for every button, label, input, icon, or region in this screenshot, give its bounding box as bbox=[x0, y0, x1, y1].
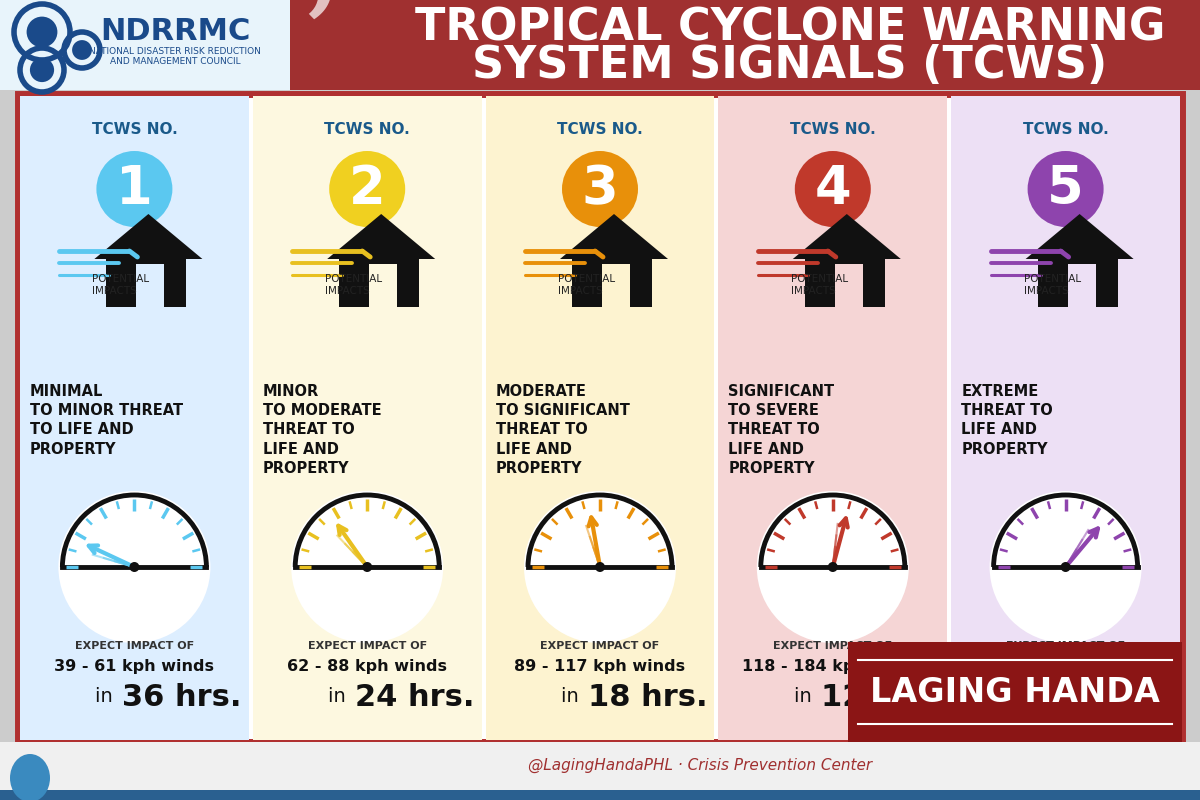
Text: TCWS NO.: TCWS NO. bbox=[790, 122, 876, 137]
Circle shape bbox=[1061, 562, 1070, 572]
Text: MINOR
TO MODERATE
THREAT TO
LIFE AND
PROPERTY: MINOR TO MODERATE THREAT TO LIFE AND PRO… bbox=[263, 384, 382, 476]
FancyBboxPatch shape bbox=[0, 742, 1200, 800]
Circle shape bbox=[26, 17, 58, 47]
Text: 4: 4 bbox=[815, 163, 851, 215]
Circle shape bbox=[828, 562, 838, 572]
Polygon shape bbox=[805, 259, 884, 307]
Text: MINIMAL
TO MINOR THREAT
TO LIFE AND
PROPERTY: MINIMAL TO MINOR THREAT TO LIFE AND PROP… bbox=[30, 384, 184, 457]
Text: 2: 2 bbox=[349, 163, 385, 215]
Text: SYSTEM SIGNALS (TCWS): SYSTEM SIGNALS (TCWS) bbox=[473, 43, 1108, 86]
Circle shape bbox=[794, 151, 871, 227]
Circle shape bbox=[30, 58, 54, 82]
Text: @LagingHandaPHL · Crisis Prevention Center: @LagingHandaPHL · Crisis Prevention Cent… bbox=[528, 758, 872, 773]
Polygon shape bbox=[107, 259, 186, 307]
Text: TCWS NO.: TCWS NO. bbox=[557, 122, 643, 137]
Polygon shape bbox=[1026, 214, 1134, 259]
Text: EXPECT IMPACT OF: EXPECT IMPACT OF bbox=[307, 641, 427, 651]
FancyBboxPatch shape bbox=[952, 96, 1180, 740]
Text: TCWS NO.: TCWS NO. bbox=[91, 122, 178, 137]
Text: 62 - 88 kph winds: 62 - 88 kph winds bbox=[287, 658, 448, 674]
Text: in: in bbox=[794, 687, 818, 706]
Text: 1: 1 bbox=[116, 163, 152, 215]
Text: in: in bbox=[562, 687, 586, 706]
FancyBboxPatch shape bbox=[848, 642, 1182, 742]
Text: POTENTIAL
IMPACTS: POTENTIAL IMPACTS bbox=[92, 274, 150, 296]
Text: EXPECT IMPACT OF: EXPECT IMPACT OF bbox=[1006, 641, 1126, 651]
FancyBboxPatch shape bbox=[0, 790, 1200, 800]
Circle shape bbox=[562, 151, 638, 227]
Text: SIGNIFICANT
TO SEVERE
THREAT TO
LIFE AND
PROPERTY: SIGNIFICANT TO SEVERE THREAT TO LIFE AND… bbox=[728, 384, 834, 476]
Text: in: in bbox=[96, 687, 120, 706]
Text: 12 hrs.: 12 hrs. bbox=[821, 682, 941, 711]
Text: EXPECT IMPACT OF: EXPECT IMPACT OF bbox=[540, 641, 660, 651]
Text: POTENTIAL
IMPACTS: POTENTIAL IMPACTS bbox=[1024, 274, 1081, 296]
Text: 12 hrs.: 12 hrs. bbox=[1054, 682, 1174, 711]
Circle shape bbox=[130, 562, 139, 572]
Text: NATIONAL DISASTER RISK REDUCTION: NATIONAL DISASTER RISK REDUCTION bbox=[89, 47, 260, 57]
FancyBboxPatch shape bbox=[253, 96, 481, 740]
Polygon shape bbox=[137, 264, 164, 307]
Circle shape bbox=[72, 40, 92, 60]
Polygon shape bbox=[370, 264, 397, 307]
Text: NDRRMC: NDRRMC bbox=[100, 18, 250, 46]
Polygon shape bbox=[328, 214, 436, 259]
Text: EXPECT IMPACT OF: EXPECT IMPACT OF bbox=[773, 641, 893, 651]
Ellipse shape bbox=[10, 754, 50, 800]
Text: EXPECT IMPACT OF: EXPECT IMPACT OF bbox=[74, 641, 194, 651]
Text: TCWS NO.: TCWS NO. bbox=[1022, 122, 1109, 137]
Text: 5: 5 bbox=[1048, 163, 1084, 215]
Circle shape bbox=[292, 491, 443, 643]
Text: 18 hrs.: 18 hrs. bbox=[588, 682, 708, 711]
Circle shape bbox=[757, 491, 908, 643]
Text: 24 hrs.: 24 hrs. bbox=[355, 682, 475, 711]
Text: ’: ’ bbox=[298, 0, 342, 115]
Circle shape bbox=[329, 151, 406, 227]
Polygon shape bbox=[602, 264, 630, 307]
Polygon shape bbox=[560, 214, 668, 259]
Text: TCWS NO.: TCWS NO. bbox=[324, 122, 410, 137]
Polygon shape bbox=[793, 214, 901, 259]
FancyBboxPatch shape bbox=[719, 96, 947, 740]
Polygon shape bbox=[572, 259, 652, 307]
Circle shape bbox=[524, 491, 676, 643]
Circle shape bbox=[96, 151, 173, 227]
Polygon shape bbox=[1038, 259, 1117, 307]
Circle shape bbox=[595, 562, 605, 572]
Polygon shape bbox=[340, 259, 419, 307]
Text: MODERATE
TO SIGNIFICANT
THREAT TO
LIFE AND
PROPERTY: MODERATE TO SIGNIFICANT THREAT TO LIFE A… bbox=[496, 384, 630, 476]
Text: 3: 3 bbox=[582, 163, 618, 215]
FancyBboxPatch shape bbox=[486, 96, 714, 740]
Circle shape bbox=[1027, 151, 1104, 227]
Circle shape bbox=[990, 491, 1141, 643]
Text: LAGING HANDA: LAGING HANDA bbox=[870, 675, 1160, 709]
Text: 89 - 117 kph winds: 89 - 117 kph winds bbox=[515, 658, 685, 674]
Circle shape bbox=[362, 562, 372, 572]
FancyBboxPatch shape bbox=[18, 94, 1182, 742]
Text: 118 - 184 kph winds: 118 - 184 kph winds bbox=[742, 658, 924, 674]
Polygon shape bbox=[95, 214, 203, 259]
Text: 185 kph winds
or higher: 185 kph winds or higher bbox=[1000, 650, 1132, 682]
Polygon shape bbox=[835, 264, 863, 307]
Text: POTENTIAL
IMPACTS: POTENTIAL IMPACTS bbox=[791, 274, 848, 296]
Text: EXTREME
THREAT TO
LIFE AND
PROPERTY: EXTREME THREAT TO LIFE AND PROPERTY bbox=[961, 384, 1052, 457]
Circle shape bbox=[59, 491, 210, 643]
FancyBboxPatch shape bbox=[0, 0, 290, 90]
Text: POTENTIAL
IMPACTS: POTENTIAL IMPACTS bbox=[325, 274, 383, 296]
FancyBboxPatch shape bbox=[0, 0, 1200, 90]
Text: in: in bbox=[1027, 687, 1051, 706]
Text: AND MANAGEMENT COUNCIL: AND MANAGEMENT COUNCIL bbox=[109, 58, 240, 66]
FancyBboxPatch shape bbox=[20, 96, 248, 740]
Text: in: in bbox=[329, 687, 353, 706]
Text: POTENTIAL
IMPACTS: POTENTIAL IMPACTS bbox=[558, 274, 616, 296]
Text: 39 - 61 kph winds: 39 - 61 kph winds bbox=[54, 658, 215, 674]
Text: 36 hrs.: 36 hrs. bbox=[122, 682, 242, 711]
Polygon shape bbox=[1068, 264, 1096, 307]
Text: TROPICAL CYCLONE WARNING: TROPICAL CYCLONE WARNING bbox=[415, 6, 1165, 50]
